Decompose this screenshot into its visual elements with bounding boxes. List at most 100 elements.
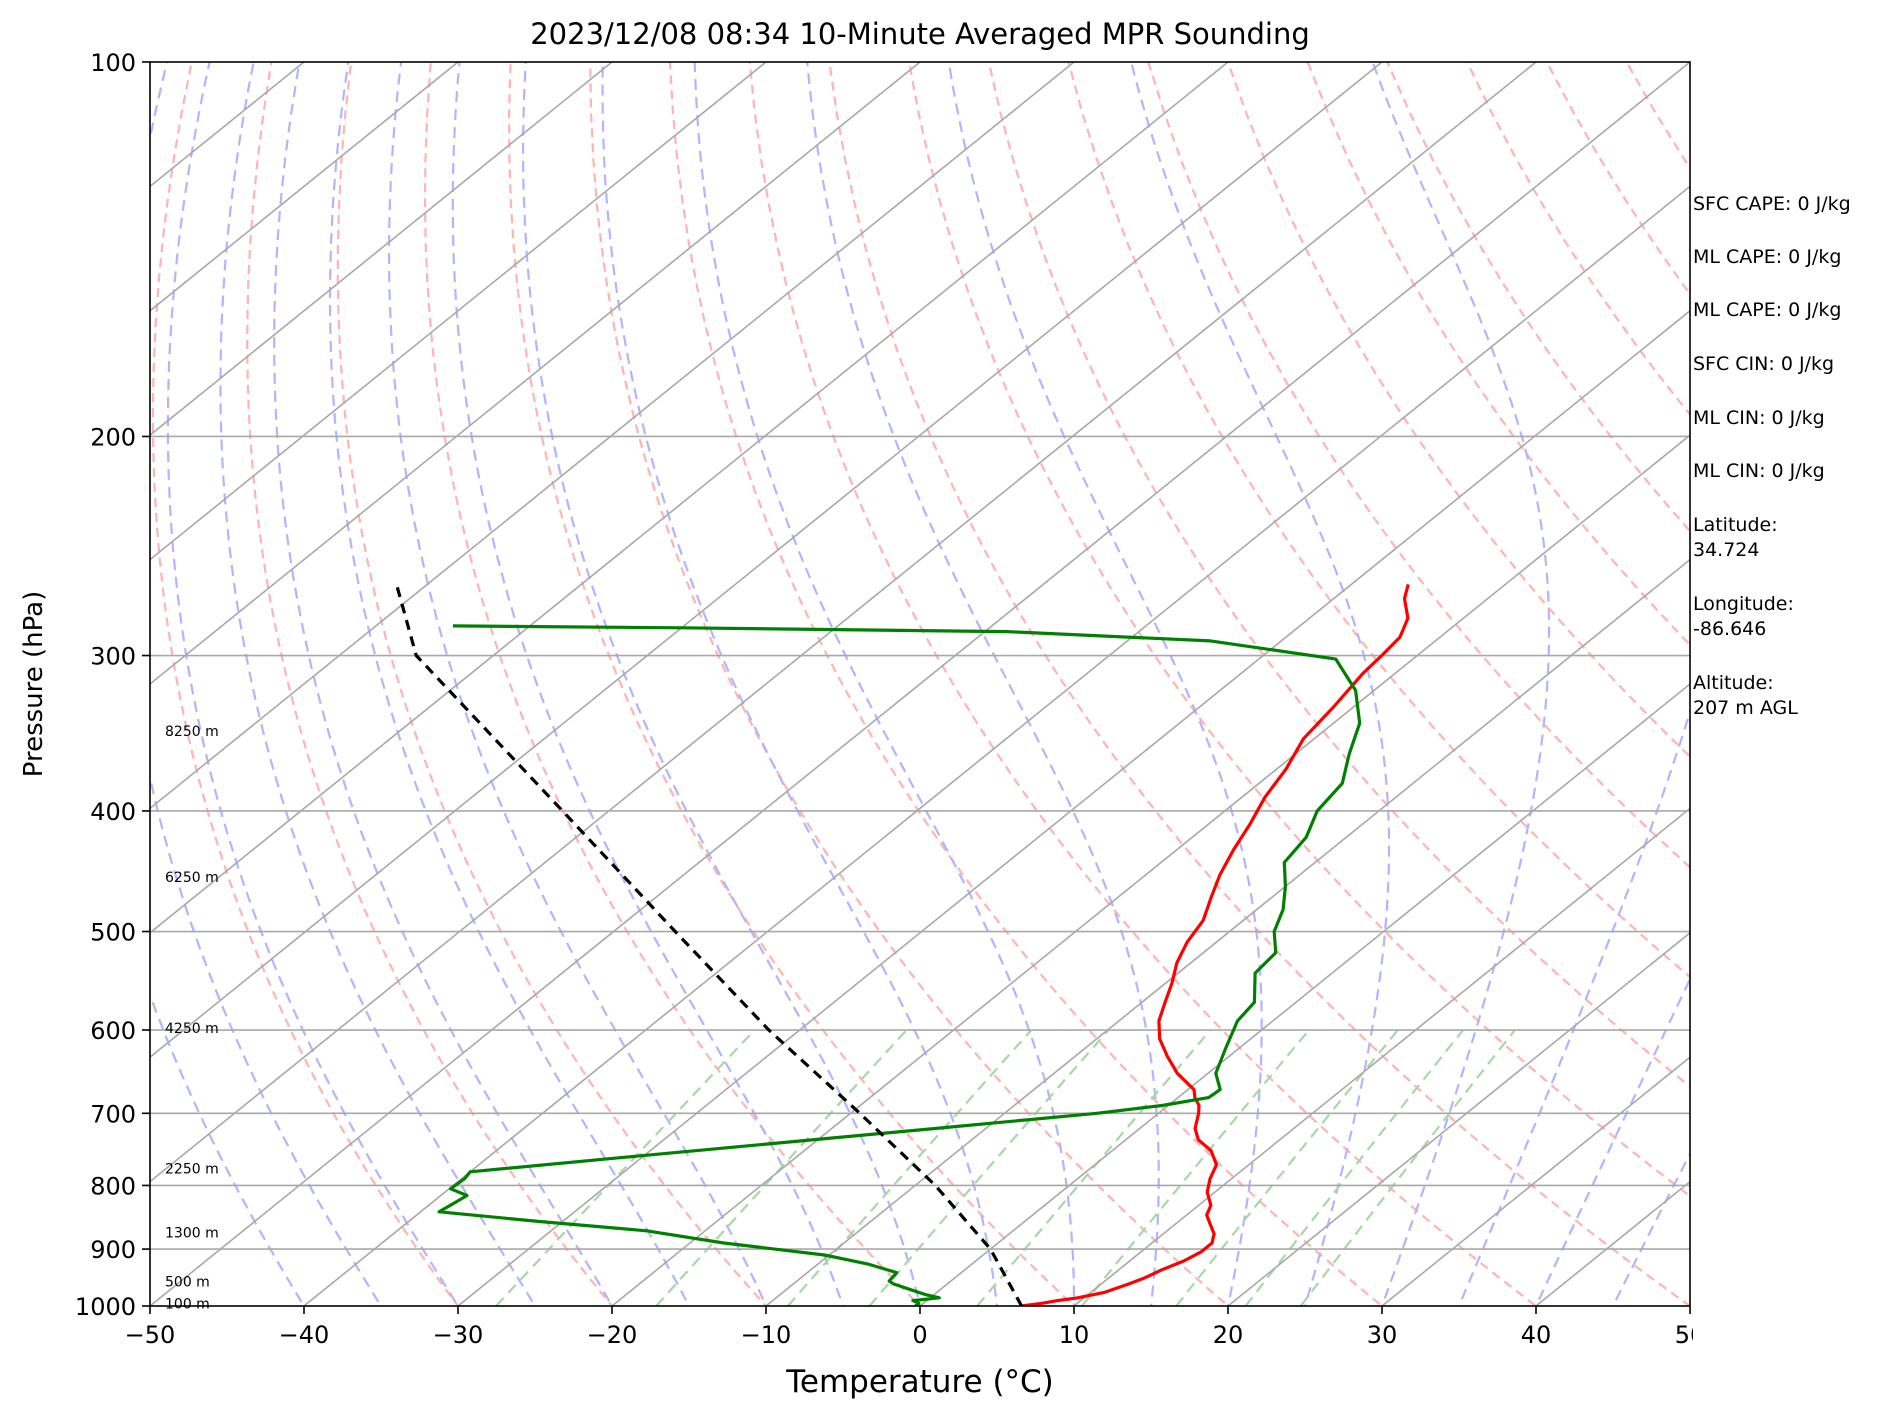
dry-adiabat [508,62,1076,1306]
isotherm [150,62,1383,1059]
x-tick-label: −20 [587,1321,638,1349]
isotherm [150,62,1537,1183]
ml-cin-text: ML CIN: 0 J/kg [1693,407,1825,429]
height-label: 6250 m [165,870,219,886]
y-tick-label: 500 [90,919,136,947]
longitude-value: -86.646 [1693,618,1767,640]
ml-cape-text: ML CAPE: 0 J/kg [1693,246,1842,268]
dry-adiabat [748,62,1538,1306]
moist-adiabat [273,62,614,1306]
y-tick-label: 600 [90,1017,136,1045]
sfc-cape-text: SFC CAPE: 0 J/kg [1693,193,1851,215]
y-tick-label: 300 [90,643,136,671]
dewpoint-trace [437,624,1362,1306]
y-tick-label: 1000 [75,1293,136,1321]
sounding-traces [394,583,1410,1306]
moist-adiabat [521,62,922,1306]
height-label: 1300 m [165,1226,219,1242]
y-axis-ticks: 100 200 300 400 500 600 700 800 900 1000 [75,49,150,1321]
dry-adiabat [1147,62,1690,869]
dry-adiabat [1067,62,1690,979]
dry-adiabat [1306,62,1690,647]
isotherm [611,434,1690,1306]
dry-adiabat [589,62,1230,1306]
x-axis-label: Temperature (°C) [785,1364,1054,1400]
dry-adiabat [1226,62,1690,759]
moist-adiabat [1457,62,1690,1306]
moist-adiabat [219,62,537,1306]
y-axis-label: Pressure (hPa) [19,591,49,778]
mixing-ratio-line [786,1029,1033,1306]
x-tick-label: 50 [1675,1321,1693,1349]
latitude-value: 34.724 [1693,539,1760,561]
dry-adiabat [336,62,768,1306]
isotherm [150,62,459,312]
x-tick-label: −10 [741,1321,792,1349]
longitude-label: Longitude: [1693,593,1794,615]
mixing-ratio-line [495,1029,756,1306]
y-tick-label: 200 [90,423,136,451]
moist-adiabat [1611,1151,1690,1306]
moist-adiabat [1534,976,1690,1306]
skewt-chart: 2023/12/08 08:34 10-Minute Averaged MPR … [19,17,1693,1400]
moist-adiabat [693,62,1076,1306]
dry-adiabat [246,62,614,1306]
isotherm [765,558,1690,1306]
isotherm [1535,1180,1690,1306]
moist-adiabat [150,991,306,1306]
dry-adiabat [1545,62,1690,296]
latitude-label: Latitude: [1693,514,1778,536]
dry-adiabat [1386,62,1690,533]
y-tick-label: 900 [90,1236,136,1264]
dry-adiabat [151,62,460,1306]
x-tick-label: 40 [1521,1321,1552,1349]
altitude-value: 207 m AGL [1693,697,1798,719]
x-tick-label: 20 [1213,1321,1244,1349]
height-label: 4250 m [165,1021,219,1037]
y-tick-label: 400 [90,798,136,826]
moist-adiabat [1371,62,1551,1306]
isotherm [1073,807,1690,1306]
moist-adiabat [150,62,383,1306]
x-tick-label: 10 [1059,1321,1090,1349]
y-tick-label: 100 [90,49,136,77]
isotherm [919,682,1690,1306]
sfc-cin-text: SFC CIN: 0 J/kg [1693,353,1835,375]
height-label: 8250 m [165,724,219,740]
info-panel: SFC CAPE: 0 J/kg ML CAPE: 0 J/kg ML CAPE… [1693,0,1893,1406]
y-tick-label: 800 [90,1172,136,1200]
x-tick-label: 0 [912,1321,927,1349]
x-tick-label: −50 [125,1321,176,1349]
parcel-trace [394,583,1024,1306]
moist-adiabat [947,62,1263,1306]
mixing-ratio-line [1081,1029,1310,1306]
isotherm [1381,1056,1690,1306]
moist-adiabat [388,62,768,1306]
x-axis-ticks: −50 −40 −30 −20 −10 0 10 20 30 40 50 [125,1306,1693,1349]
ml-cape-text-2: ML CAPE: 0 J/kg [1693,299,1842,321]
temperature-trace [1021,583,1410,1306]
isotherm [1227,931,1690,1306]
dry-adiabat [828,62,1690,1306]
dry-adiabat [668,62,1384,1306]
moist-adiabat [451,62,845,1306]
isotherm [457,309,1690,1306]
moist-adiabat [328,62,691,1306]
moist-adiabat [806,62,1160,1306]
isobar-lines [150,435,1690,1250]
x-tick-label: −30 [433,1321,484,1349]
height-label: 100 m [165,1296,210,1312]
isotherm [303,185,1690,1306]
height-label: 500 m [165,1275,210,1291]
moist-adiabat [1130,62,1391,1306]
y-tick-label: 700 [90,1100,136,1128]
dry-adiabat [1466,62,1690,417]
background-lines [150,62,1690,1306]
isotherm [150,62,1690,1306]
isotherm [150,62,921,686]
height-labels: 8250 m 6250 m 4250 m 2250 m 1300 m 500 m 100 m [165,724,219,1312]
mixing-ratio-line [868,1029,1110,1306]
isotherm [150,62,613,437]
dry-adiabat [423,62,922,1306]
isotherm [150,62,767,561]
